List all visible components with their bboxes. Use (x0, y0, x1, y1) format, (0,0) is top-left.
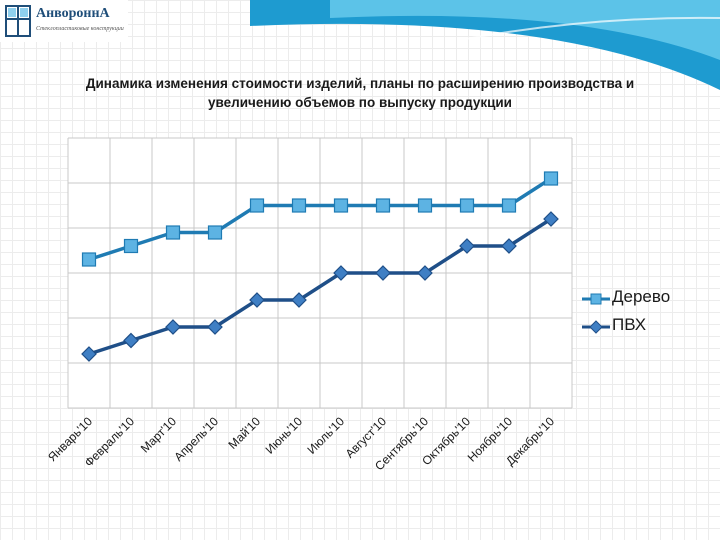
data-point-square (501, 198, 517, 213)
legend-label-series-2: ПВХ (612, 315, 647, 334)
data-point-square (375, 198, 391, 213)
data-point-square (459, 198, 475, 213)
data-point-diamond (459, 238, 475, 254)
brand-tagline: Стеклопластиковые конструкции (36, 26, 124, 32)
data-point-square (417, 198, 433, 213)
legend-swatch-square-icon (582, 293, 610, 305)
x-tick-label: Май'10 (226, 414, 264, 452)
data-point-diamond (81, 346, 97, 362)
data-point-diamond (207, 319, 223, 335)
data-point-diamond (291, 292, 307, 308)
data-point-square (207, 225, 223, 240)
data-point-diamond (375, 265, 391, 281)
data-point-square (291, 198, 307, 213)
data-point-square (81, 252, 97, 267)
data-point-square (165, 225, 181, 240)
logo: АнвороннА Стеклопластиковые конструкции (0, 0, 128, 42)
corner-decoration (250, 0, 720, 90)
data-point-diamond (501, 238, 517, 254)
data-point-diamond (333, 265, 349, 281)
legend-item-series-1: Дерево (582, 286, 712, 314)
chart-title: Динамика изменения стоимости изделий, пл… (85, 76, 635, 110)
data-point-diamond (543, 211, 559, 227)
window-logo-icon (5, 5, 31, 37)
brand-name: АнвороннА (36, 6, 110, 21)
legend-label-series-1: Дерево (612, 287, 671, 306)
x-tick-label: Июнь'10 (263, 414, 306, 457)
x-tick-label: Апрель'10 (171, 414, 221, 464)
data-point-square (333, 198, 349, 213)
legend-item-series-2: ПВХ (582, 314, 712, 342)
data-point-diamond (249, 292, 265, 308)
data-point-square (123, 238, 139, 254)
x-tick-label: Март'10 (138, 414, 179, 455)
data-point-diamond (165, 319, 181, 335)
x-tick-label: Июль'10 (305, 414, 348, 457)
legend: Дерево ПВХ (582, 286, 712, 342)
data-point-diamond (417, 265, 433, 281)
legend-swatch-diamond-icon (582, 320, 610, 334)
data-point-square (249, 198, 265, 213)
data-point-diamond (123, 332, 139, 349)
data-point-square (543, 171, 559, 186)
